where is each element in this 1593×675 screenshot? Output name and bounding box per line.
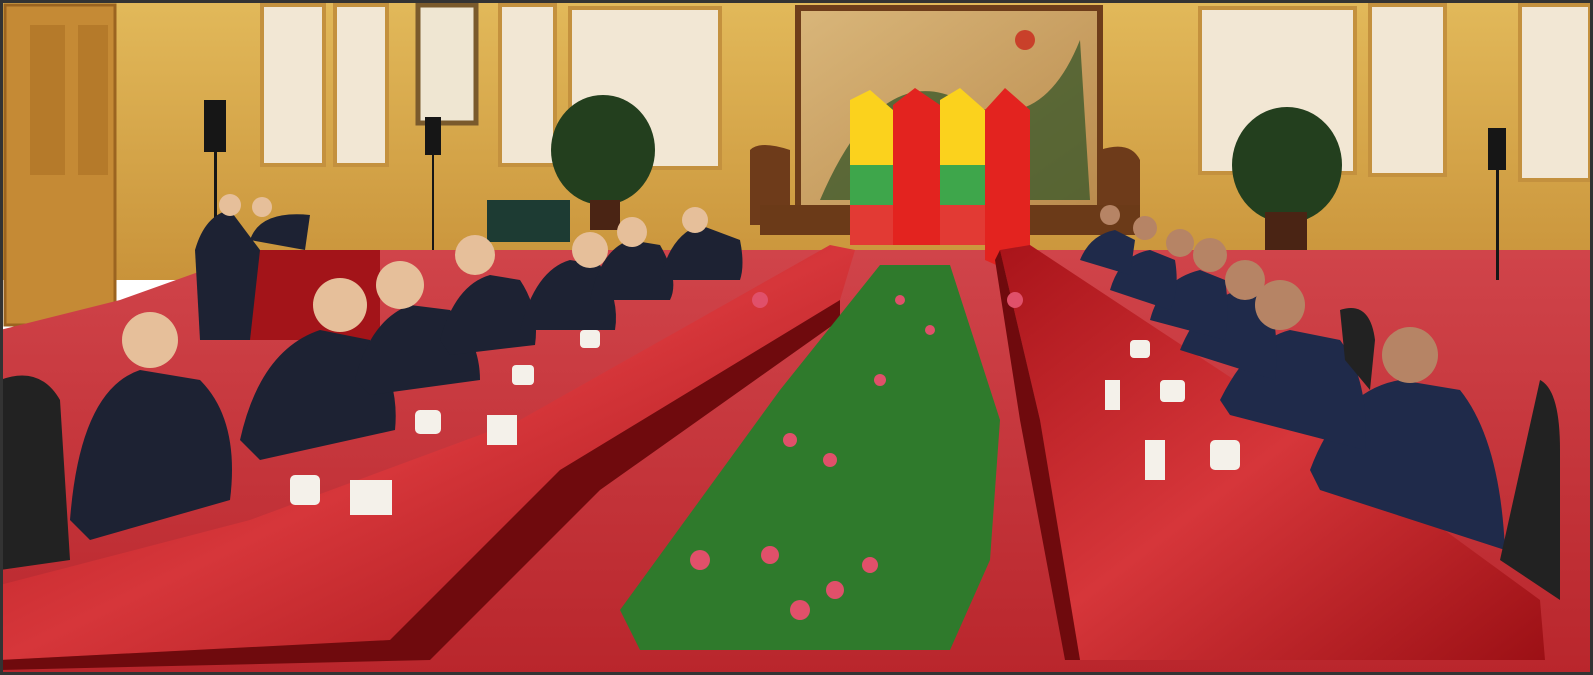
painting-sun: [1015, 30, 1035, 50]
delegation-right: [1080, 230, 1505, 550]
potted-plant: [551, 95, 1342, 250]
faces-left: [122, 194, 708, 368]
cabinet: [487, 200, 570, 242]
carving: [30, 25, 65, 175]
anthurium-flowers: [690, 292, 1023, 620]
wall-panels: [260, 3, 1592, 182]
center-plants: [620, 265, 1000, 650]
right-table-edge: [995, 250, 1080, 660]
delegation-left: [70, 210, 743, 540]
carving: [78, 25, 108, 175]
faces-right: [1100, 205, 1438, 383]
tableware: [290, 330, 1240, 515]
chairs: [0, 308, 1560, 600]
speakers: [204, 100, 1506, 280]
left-table: [0, 245, 855, 660]
calligraphy-frame: [415, 2, 479, 126]
flags: [850, 88, 1030, 280]
